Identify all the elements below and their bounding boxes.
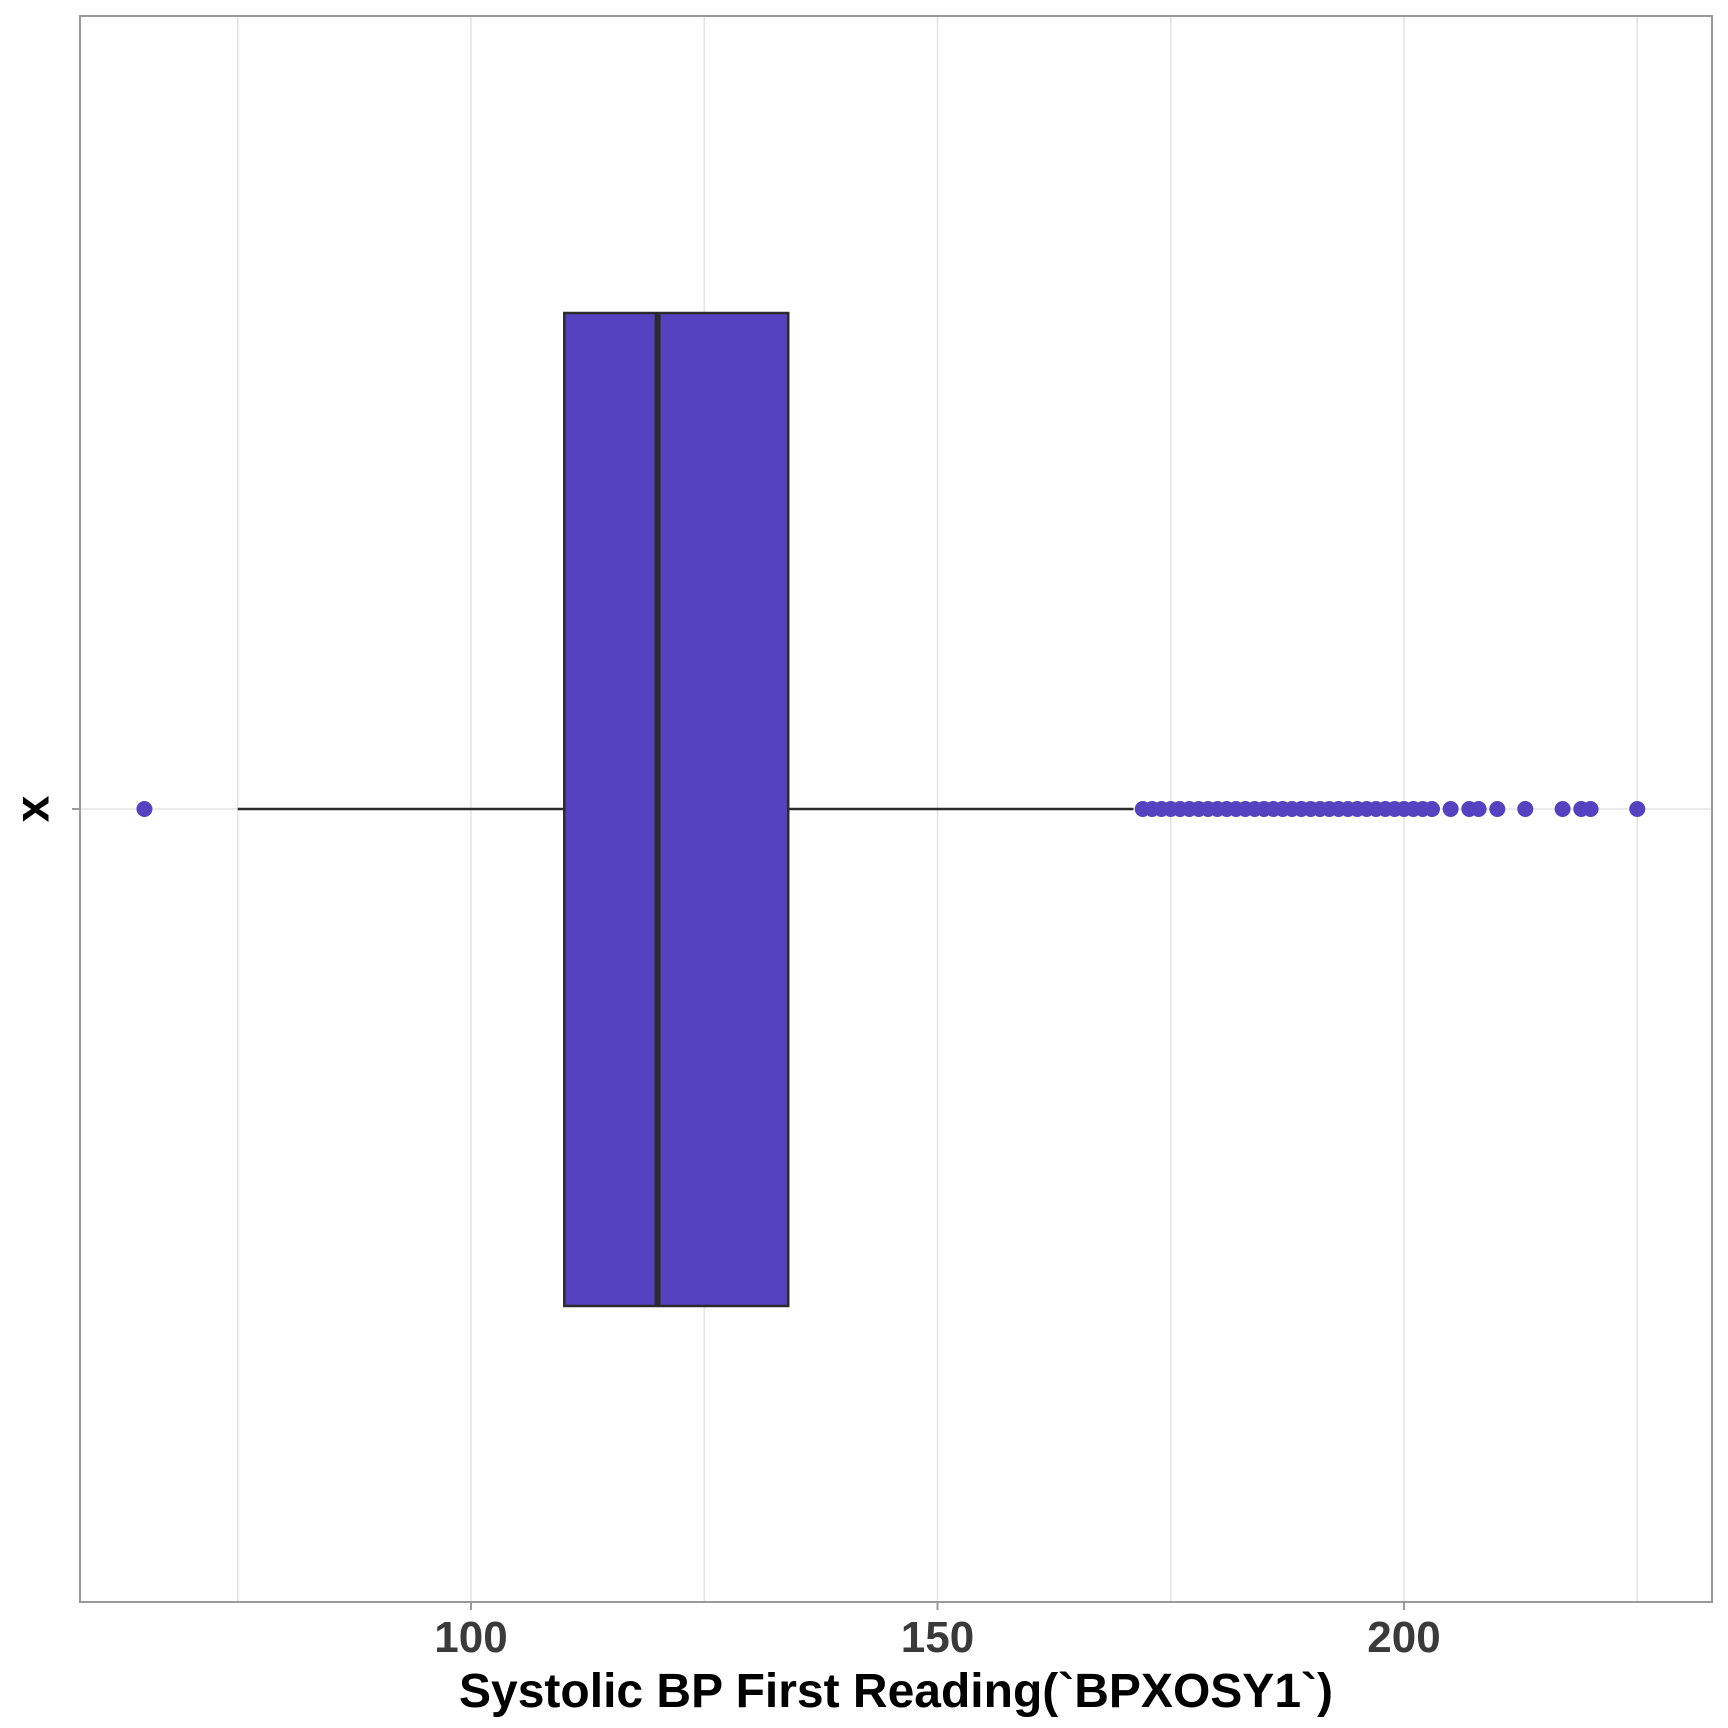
x-tick-label: 100 [434,1613,507,1662]
x-axis-title: Systolic BP First Reading(`BPXOSY1`) [459,1665,1333,1718]
outlier-point [1442,801,1459,817]
outlier-point [136,801,153,817]
plot-marks [136,311,1646,1308]
outlier-point [1423,801,1440,817]
iqr-box [563,311,790,1308]
x-tick-label: 150 [901,1613,974,1662]
outlier-point [1629,801,1646,817]
outlier-point [1470,801,1487,817]
outlier-point [1489,801,1506,817]
outlier-point [1554,801,1571,817]
x-tick-label: 200 [1367,1613,1440,1662]
outlier-point [1582,801,1599,817]
panel-border [79,15,1713,1603]
tick-labels: 100 150 200 [434,1602,1441,1662]
outlier-point [1517,801,1534,817]
y-axis-title: x [7,795,60,822]
